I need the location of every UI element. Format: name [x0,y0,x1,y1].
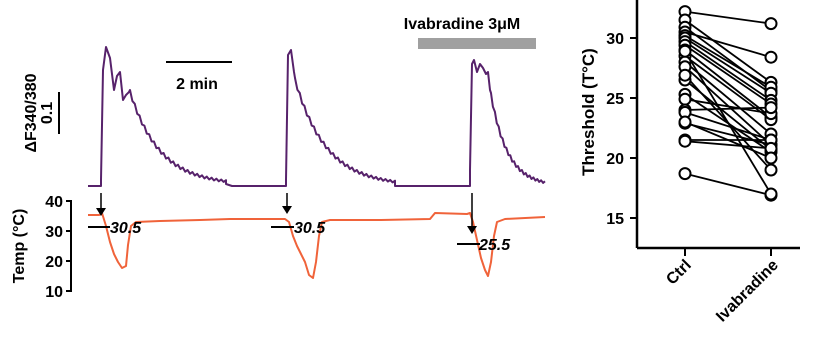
pair-line-5 [684,34,772,88]
x-tick-label-ivabradine: Ivabradine [713,257,782,326]
signal-scale-value: 0.1 [39,102,56,124]
point-ivabradine-1 [764,17,778,31]
pair-markers [678,5,778,202]
temperature-trace [88,212,546,279]
threshold-label-2: 30.5 [294,220,326,237]
pair-line-18 [684,122,772,146]
point-ctrl-22 [678,115,692,129]
y-tick-label-15: 15 [606,211,624,228]
threshold-marker-1: 30.5 [88,193,142,237]
calcium-trace [88,46,546,187]
x-tick-label-ctrl: Ctrl [663,257,695,289]
pair-lines [684,10,772,197]
temp-tick-label-30: 30 [45,224,63,241]
calcium-traces-panel: ΔF340/380 0.1 2 min Ivabradine 3μM 40 30… [11,16,546,301]
threshold-label-1: 30.5 [110,220,142,237]
point-ctrl-23 [678,44,692,58]
point-ivabradine-4 [764,50,778,64]
point-ivabradine-23 [764,187,778,201]
pair-line-21 [684,172,772,197]
drug-bar-label: Ivabradine 3μM [404,16,521,33]
pair-line-10 [684,55,772,121]
pair-line-22 [684,121,772,159]
point-ivabradine-16 [764,101,778,115]
scatter-y-axis-label: Threshold (T°C) [579,48,598,176]
pair-line-8 [684,44,772,105]
pair-line-17 [684,111,772,141]
pair-line-6 [684,37,772,94]
pair-line-7 [684,40,772,102]
signal-axis-label: ΔF340/380 [23,73,40,152]
threshold-marker-2: 30.5 [271,193,326,237]
point-ivabradine-22 [764,151,778,165]
point-ivabradine-24 [764,163,778,177]
drug-application-bar [418,38,536,49]
pair-line-2 [684,19,772,84]
point-ctrl-21 [678,167,692,181]
temp-tick-label-40: 40 [45,194,63,211]
pair-line-9 [684,49,772,118]
threshold-label-3: 25.5 [478,237,511,254]
y-tick-label-25: 25 [606,91,624,108]
time-scale-label: 2 min [176,76,218,93]
pair-line-1 [684,10,772,25]
point-ctrl-20 [678,134,692,148]
temp-tick-label-20: 20 [45,254,63,271]
point-ctrl-24 [678,68,692,82]
threshold-marker-3: 25.5 [457,193,511,254]
y-tick-label-20: 20 [606,151,624,168]
paired-threshold-panel: 30 25 20 15 Threshold (T°C) Ctrl Ivabrad… [579,0,800,325]
temp-tick-label-10: 10 [45,284,63,301]
pair-line-16 [684,106,772,111]
pair-line-4 [684,31,772,59]
pair-line-3 [684,26,772,92]
y-tick-label-30: 30 [606,31,624,48]
pair-line-24 [684,74,772,171]
temp-axis-label: Temp (°C) [11,209,28,284]
point-ctrl-15 [678,92,692,106]
pair-line-20 [684,140,772,150]
pair-line-15 [684,98,772,115]
